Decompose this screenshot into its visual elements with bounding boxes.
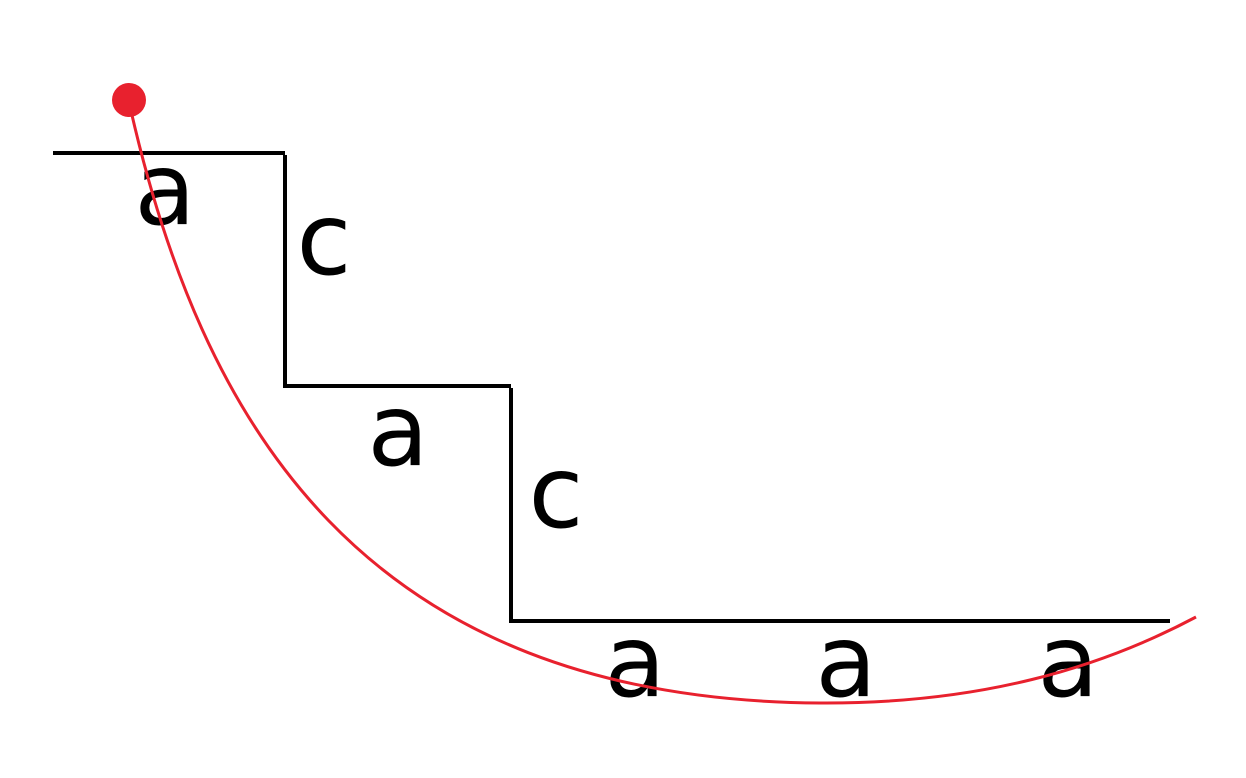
tread-1-label: a <box>134 131 195 248</box>
staircase-outline <box>53 151 1170 623</box>
trajectory-curve <box>127 101 1197 705</box>
tread-4-label: a <box>815 603 876 720</box>
riser-2-label: c <box>529 434 584 551</box>
riser-1-label: c <box>297 181 352 298</box>
tread-2-label: a <box>367 372 428 489</box>
start-point <box>112 83 146 117</box>
tread-3-label: a <box>604 603 665 720</box>
